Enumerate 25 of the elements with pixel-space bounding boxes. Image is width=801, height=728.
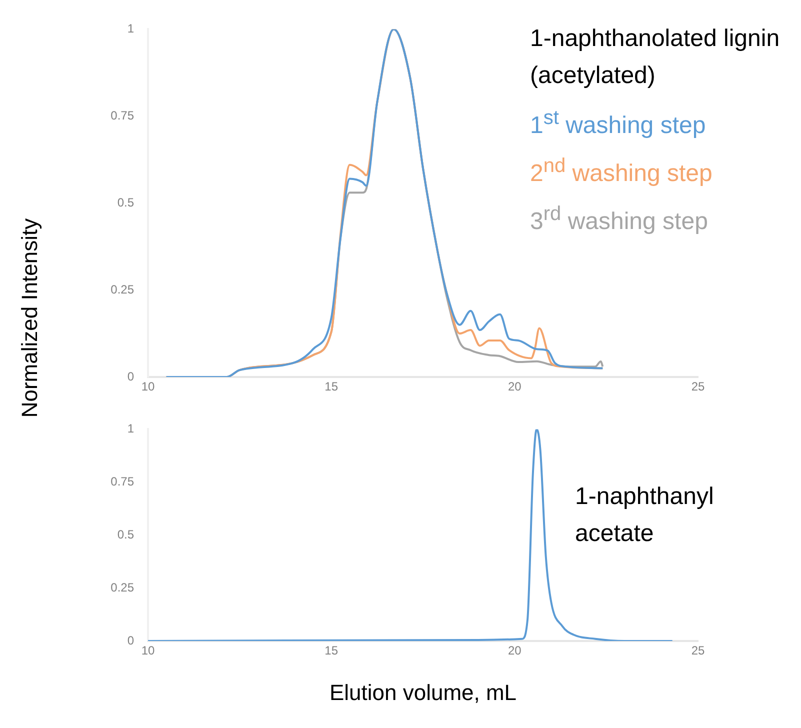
- x-axis-title: Elution volume, mL: [328, 680, 518, 706]
- y-tick-label: 0.5: [117, 527, 134, 542]
- x-tick-label: 10: [141, 644, 155, 658]
- x-tick-label: 25: [691, 380, 705, 394]
- y-axis-title: Normalized Intensity: [17, 218, 43, 418]
- y-tick-label: 0.25: [110, 580, 134, 594]
- y-tick-label: 0: [127, 369, 134, 384]
- x-tick-label: 20: [508, 380, 522, 394]
- y-tick-label: 1: [127, 22, 134, 36]
- text: 1$^{st}$ washing step: [530, 106, 707, 141]
- y-tick-label: 0.75: [110, 108, 134, 122]
- text: 2$^{nd}$ washing step: [530, 154, 714, 189]
- x-tick-label: 10: [141, 380, 155, 394]
- y-tick-label: 1: [127, 422, 134, 436]
- y-tick-label: 0.75: [110, 474, 134, 488]
- y-tick-label: 0: [127, 633, 134, 648]
- y-tick-label: 0.25: [110, 282, 134, 296]
- annotation: 1-naphthanolated lignin (acetylated): [530, 24, 780, 91]
- annotation: 1-naphthanyl acetate: [575, 482, 715, 549]
- x-tick-label: 15: [324, 380, 338, 394]
- x-tick-label: 20: [508, 644, 522, 658]
- y-tick-label: 0.5: [117, 195, 134, 210]
- x-tick-label: 25: [691, 644, 705, 658]
- text: 3$^{rd}$ washing step: [530, 202, 709, 237]
- x-tick-label: 15: [324, 644, 338, 658]
